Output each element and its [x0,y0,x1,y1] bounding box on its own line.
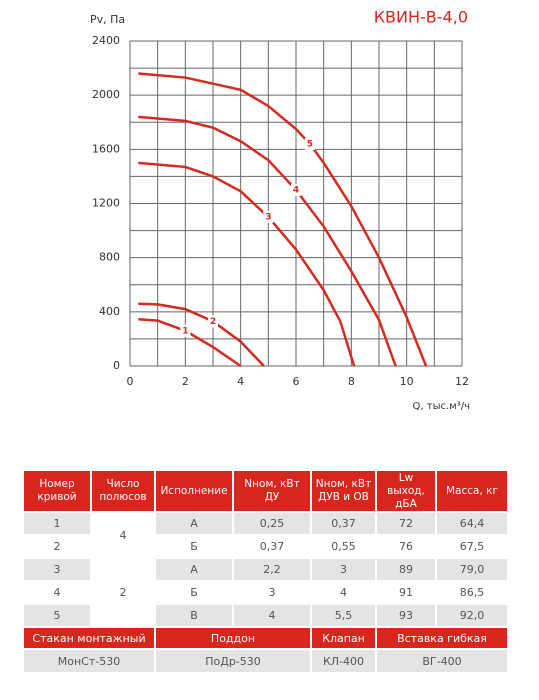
cell: 2,2 [234,559,310,580]
header-cell: Nном, кВт ДУВ и ОВ [312,471,375,511]
cell: ПоДр-530 [156,650,310,672]
cell: 4 [234,605,310,626]
row: 1 4 А 0,25 0,37 72 64,4 [24,513,507,557]
cell: МонСт-530 [24,650,154,672]
chart-title: КВИН-В-4,0 [374,8,468,27]
cell: 89 [377,559,435,580]
cell: 3 [268,586,276,599]
cell: 2 [92,559,154,626]
y-tick-label: 0 [113,359,120,372]
cell: 79,0 [437,559,507,580]
cell: 93 [377,605,435,626]
cell: 4 [340,586,347,599]
curve [138,302,265,367]
cell: 0,55 [331,540,356,553]
header-row: Номер кривой Число полюсов Исполнение Nн… [24,471,507,511]
cell: 67,5 [459,540,485,553]
header-cell: Поддон [156,628,310,648]
cell: 3 [24,559,90,580]
y-tick-label: 1200 [92,197,120,210]
chart: КВИН-В-4,0 Pv, Па Q, тыс.м³/ч 0 2 4 6 8 10 120… [90,8,470,413]
cell: 0,25 [234,513,310,534]
header-cell: Масса, кг [437,471,507,511]
header-cell: Nном, кВт ДУ [234,471,310,511]
cell: А [156,513,232,534]
curve [138,161,356,367]
cell: В [156,605,232,626]
curve-label: 1 [182,326,188,336]
curve [138,72,428,367]
cell: 4 [53,586,61,599]
cell: Б [190,586,198,599]
row: 5 В 4 5,5 93 92,0 [24,605,507,626]
curve-label: 2 [210,317,216,327]
cell: 0,37 [312,513,375,534]
curve-label-bg [291,183,301,196]
cell: 5,5 [312,605,375,626]
y-tick-label: 2400 [92,34,120,47]
x-axis-label: Q, тыс.м³/ч [413,401,470,412]
row: 3 2 А 2,2 3 89 79,0 [24,559,507,626]
cell: ВГ-400 [377,650,507,672]
y-tick-label: 1600 [92,142,120,155]
spec-table: Номер кривой Число полюсов Исполнение Nн… [22,469,509,674]
y-tick-label: 800 [99,251,120,264]
x-tick-label: 0 [127,375,134,388]
cell: А [156,559,232,580]
header-cell: Вставка гибкая [377,628,507,648]
row: 2 Б 0,37 0,55 76 67,5 [24,536,507,557]
accessory-header-row: Стакан монтажный Поддон Клапан Вставка г… [24,628,507,648]
curve-label-bg [263,211,274,224]
x-tick-label: 6 [293,375,300,388]
curve-label-bg [180,324,191,337]
y-tick-label: 2000 [92,88,120,101]
cell: 0,37 [259,540,285,553]
curve-label-bg [304,137,315,150]
curve-label-bg [208,315,218,328]
y-tick-label: 400 [99,305,120,318]
cell: 5 [24,605,90,626]
curve [138,115,397,367]
y-axis-label: Pv, Па [90,13,125,26]
header-cell: Номер кривой [24,471,90,511]
x-tick-label: 10 [400,375,414,388]
curve-label: 4 [293,185,299,195]
cell: 86,5 [459,586,485,599]
header-cell: Исполнение [156,471,232,511]
row: 4 Б 3 4 91 86,5 [24,582,507,603]
x-tick-label: 4 [237,375,244,388]
cell: 76 [399,540,413,553]
cell: Б [190,540,198,553]
curve-label: 5 [307,139,313,149]
cell: 3 [312,559,375,580]
header-cell: Клапан [312,628,375,648]
cell: 64,4 [437,513,507,534]
cell: 92,0 [437,605,507,626]
x-tick-label: 2 [182,375,189,388]
cell: 72 [377,513,435,534]
curve-label: 3 [265,213,271,223]
x-tick-label: 12 [455,375,469,388]
x-tick-label: 8 [348,375,355,388]
cell: 4 [92,513,154,557]
header-cell: Число полюсов [92,471,154,511]
header-cell: Lw выход, дБА [377,471,435,511]
cell: 2 [53,540,61,553]
cell: 1 [24,513,90,534]
cell: 91 [399,586,413,599]
accessory-row: МонСт-530 ПоДр-530 КЛ-400 ВГ-400 [24,650,507,672]
header-cell: Стакан монтажный [24,628,154,648]
cell: КЛ-400 [312,650,375,672]
